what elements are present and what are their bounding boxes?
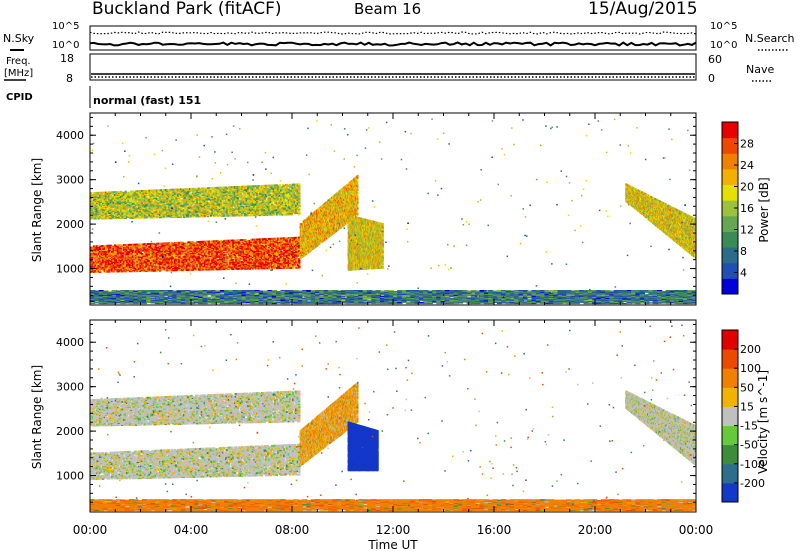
noise-axis-bottom-left: 10^0 <box>52 40 79 51</box>
nsearch-label: N.Search <box>745 32 795 45</box>
nave-axis-top: 60 <box>708 53 722 66</box>
nave-label: Nave <box>746 63 774 76</box>
nsearch-series <box>90 32 696 34</box>
cpid-label: CPID <box>6 92 33 103</box>
noise-axis-top-right: 10^5 <box>710 21 737 32</box>
freq-label: Freq. <box>6 56 31 67</box>
freq-axis-top: 18 <box>60 52 74 65</box>
nsky-label: N.Sky <box>3 32 35 45</box>
heatmap-cell <box>121 255 123 257</box>
freq-axis-bottom: 8 <box>66 72 73 85</box>
site-title: Buckland Park (fitACF) <box>92 0 282 19</box>
figure-canvas: Buckland Park (fitACF) Beam 16 15/Aug/20… <box>0 0 800 554</box>
date-label: 15/Aug/2015 <box>588 0 698 19</box>
heatmap-cell <box>298 265 300 267</box>
heatmap-cell <box>244 239 246 241</box>
radar-plot-figure: Buckland Park (fitACF) Beam 16 15/Aug/20… <box>0 0 800 554</box>
nave-axis-bottom: 0 <box>708 72 715 85</box>
heatmap-cell <box>124 191 126 193</box>
freq-unit: [MHz] <box>4 68 33 79</box>
cpid-value: normal (fast) 151 <box>93 94 201 107</box>
freq-nave-panel: Freq. [MHz] 18 8 60 0 Nave <box>4 52 774 85</box>
heatmap-cell <box>124 244 126 246</box>
noise-panel: N.Sky 10^5 10^0 10^5 10^0 N.Search <box>3 21 795 51</box>
power-heatmap-cells <box>90 118 697 304</box>
noise-axis-top-left: 10^5 <box>52 21 79 32</box>
nsky-series <box>90 43 696 46</box>
beam-label: Beam 16 <box>354 0 421 18</box>
noise-axis-bottom-right: 10^0 <box>710 40 737 51</box>
